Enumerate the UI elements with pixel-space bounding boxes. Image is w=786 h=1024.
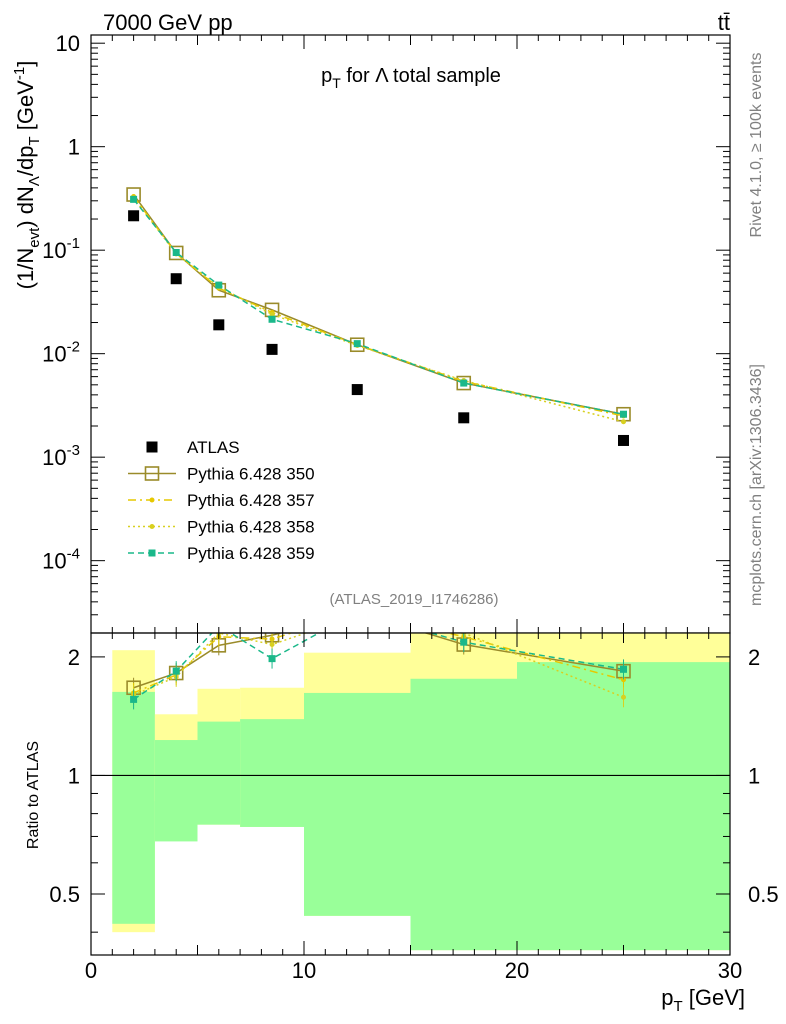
data-point-p359 [353,340,361,348]
series-line-p358 [133,197,624,423]
band-green [197,721,241,825]
data-point-p350 [456,375,472,391]
band-green [154,740,198,842]
legend: ATLAS Pythia 6.428 350 Pythia 6.428 357 Pyt… [128,438,315,563]
ratio-point-p357 [355,610,360,615]
data-point-atlas [170,273,182,285]
legend-marker-p350 [144,466,160,481]
ratio-point-p359 [130,695,138,703]
legend-label-p358: Pythia 6.428 358 [187,518,315,537]
ratio-point-p357 [621,677,626,683]
data-point-atlas [618,434,629,446]
data-point-p359 [620,410,627,418]
data-point-p358 [621,419,626,425]
legend-marker-p358 [149,524,155,529]
data-point-p359 [215,281,223,289]
analysis-watermark: (ATLAS_2019_I1746286) [329,591,498,608]
data-point-atlas [266,343,278,355]
ratio-panel: 0.5 0.51 12 20 10 20 30 Ratio to ATLAS pT [GeV… [25,609,779,1015]
series-line-p350 [132,194,624,415]
ratio-y-axis-label: Ratio to ATLAS [25,741,42,849]
legend-marker-p357 [149,497,155,503]
data-point-atlas [351,384,363,396]
chart-title: pT for Λ total sample [321,65,501,91]
process-label: tt̄ [718,10,730,35]
main-ticks [90,35,731,634]
series-line-p357 [132,196,624,417]
y-tick-label: 10-2 [42,339,80,367]
data-point-p359 [460,379,468,387]
ratio-y-tick-label: 2 [68,645,80,670]
ratio-point-p359 [354,609,361,616]
band-green [304,692,411,916]
x-tick-label: 30 [718,958,742,983]
data-point-p350 [168,245,184,261]
data-point-p359 [268,315,276,323]
data-point-p359 [172,248,180,256]
band-green [112,691,155,924]
collision-label: 7000 GeV pp [103,10,233,35]
main-data-layer [126,187,631,446]
data-point-atlas [128,210,140,222]
ratio-y-tick-label: 0.5 [49,882,80,907]
y-tick-label: 10-1 [42,235,80,263]
y-tick-label: 10-4 [42,546,80,574]
y-tick-label: 10-3 [42,442,80,470]
source-label: mcplots.cern.ch [arXiv:1306.3436] [748,364,765,606]
band-green [410,678,517,951]
ratio-ticks [90,633,731,955]
x-tick-label: 20 [505,958,529,983]
ratio-point-p359 [620,665,627,673]
main-y-tick-labels: 10 1 10-1 10-2 10-3 10-4 [42,31,80,573]
ratio-y-tick-label: 1 [68,763,80,788]
legend-marker-p359 [148,549,156,557]
ratio-y-tick-label-right: 1 [748,763,760,788]
ratio-point-p358 [621,694,626,700]
ratio-point-p359 [460,638,468,646]
rivet-version-label: Rivet 4.1.0, ≥ 100k events [748,53,765,238]
series-line-p359 [133,198,624,415]
ratio-series-layer [126,609,631,710]
ratio-point-p359 [268,655,276,663]
ratio-point-p359 [172,667,180,675]
ratio-point-p358 [355,613,360,618]
y-tick-label: 1 [68,135,80,160]
data-point-p359 [130,195,138,203]
x-tick-label: 10 [292,958,316,983]
ratio-y-tick-label-right: 2 [748,645,760,670]
data-point-atlas [213,319,225,331]
ratio-tick-labels: 0.5 0.51 12 20 10 20 30 [49,645,778,983]
band-green [240,719,304,827]
legend-marker-atlas [146,441,158,453]
legend-label-p350: Pythia 6.428 350 [187,465,315,484]
y-axis-label: (1/Nevt) dNΛ/dpT [GeV-1] [11,61,43,290]
x-axis-label: pT [GeV] [661,985,745,1015]
y-tick-label: 10 [56,31,80,56]
data-point-p358 [269,311,275,317]
ratio-uncertainty-bands [91,633,730,951]
x-tick-label: 0 [85,958,97,983]
data-point-p350 [349,337,365,353]
legend-label-p357: Pythia 6.428 357 [187,491,315,510]
legend-label-p359: Pythia 6.428 359 [187,544,315,563]
ratio-y-tick-label-right: 0.5 [748,882,779,907]
band-green [517,662,730,951]
ratio-point-p358 [269,642,275,648]
data-point-atlas [458,412,470,424]
main-panel: 10 1 10-1 10-2 10-3 10-4 pT for Λ total sampl… [11,31,731,634]
legend-label-atlas: ATLAS [187,438,240,457]
